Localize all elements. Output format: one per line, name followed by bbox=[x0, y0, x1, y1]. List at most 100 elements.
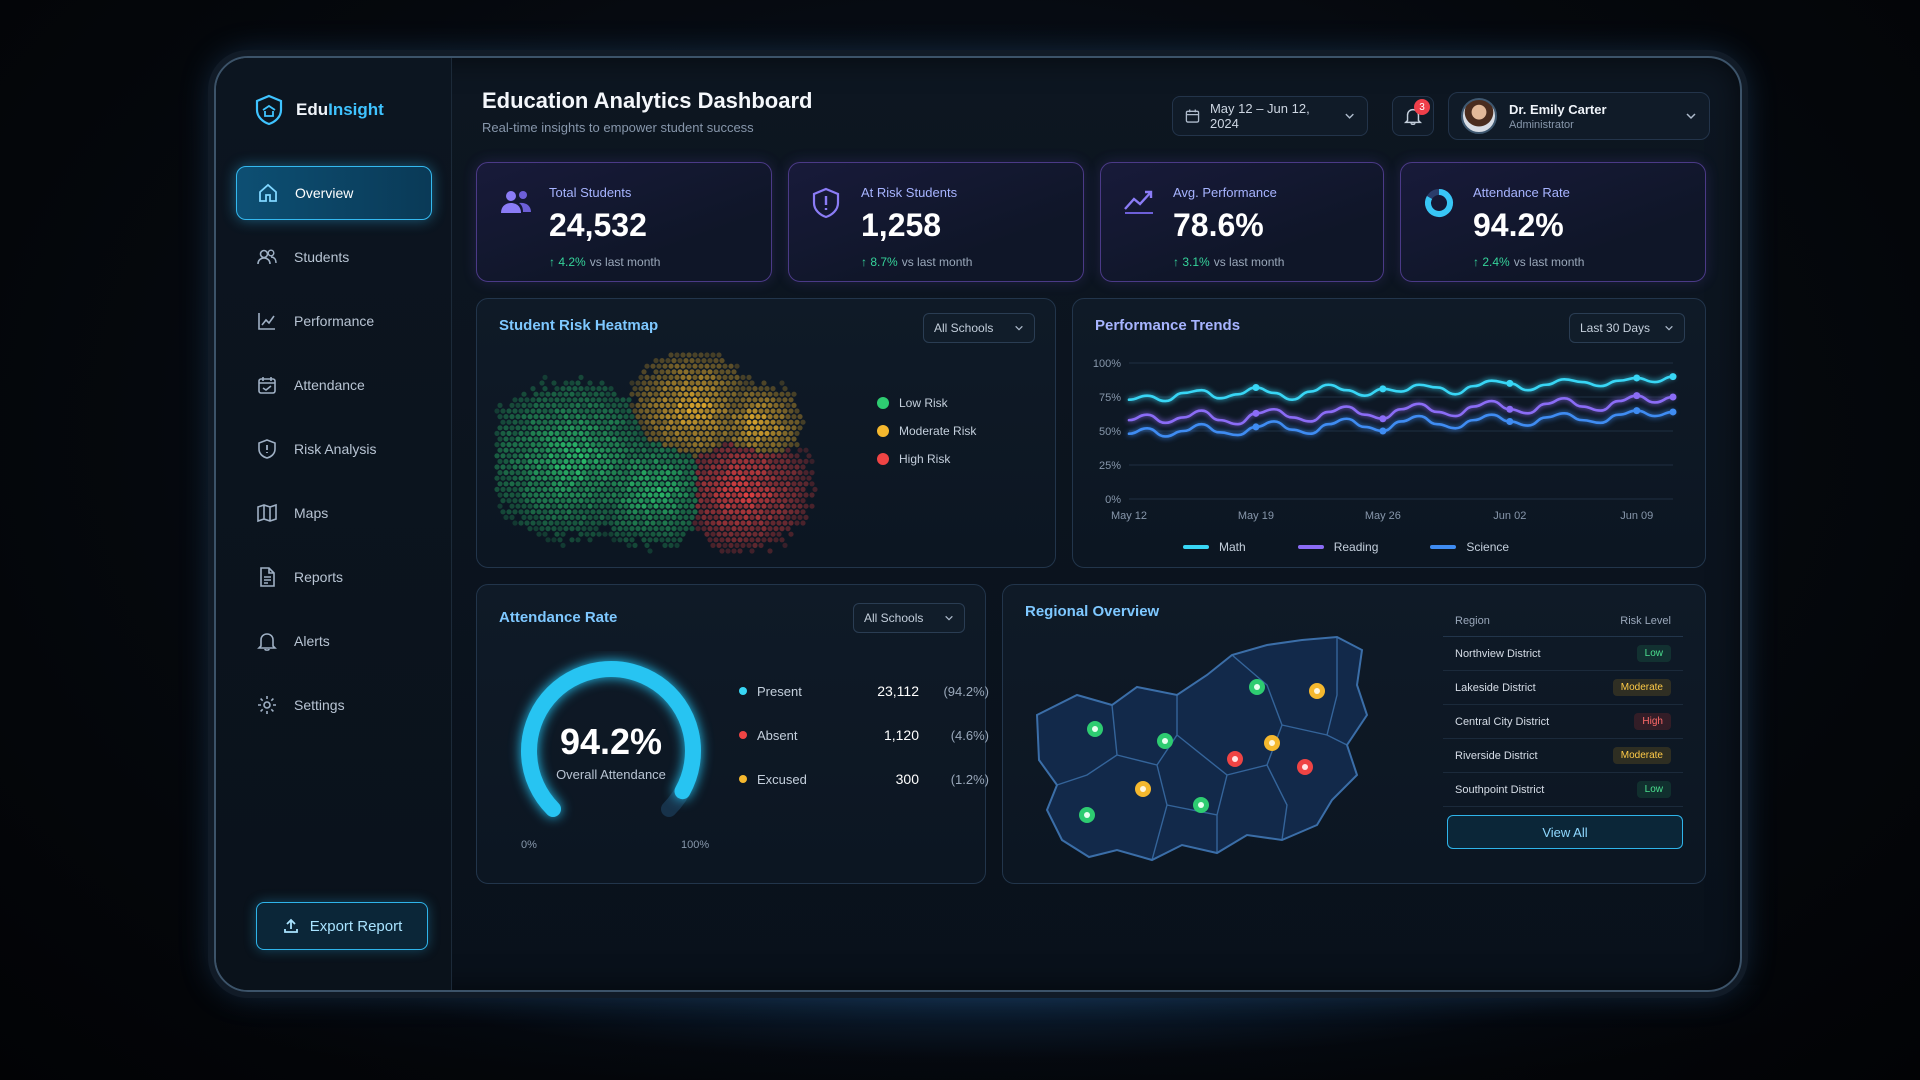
heatmap-cell bbox=[605, 458, 611, 464]
heatmap-cell bbox=[749, 380, 755, 386]
map-marker-moderate[interactable] bbox=[1264, 735, 1280, 751]
heatmap-cell bbox=[761, 526, 767, 532]
table-row[interactable]: Northview District Low bbox=[1443, 637, 1683, 671]
heatmap-cell bbox=[713, 526, 719, 532]
heatmap-cell bbox=[749, 537, 755, 543]
heatmap-cell bbox=[608, 453, 614, 459]
heatmap-cell bbox=[701, 447, 707, 453]
heatmap-cell bbox=[800, 486, 806, 492]
view-all-button[interactable]: View All bbox=[1447, 815, 1683, 849]
notifications-button[interactable]: 3 bbox=[1392, 96, 1434, 136]
date-range-picker[interactable]: May 12 – Jun 12, 2024 bbox=[1172, 96, 1368, 136]
school-filter-dropdown[interactable]: All Schools bbox=[923, 313, 1035, 343]
heatmap-cell bbox=[680, 486, 686, 492]
kpi-value: 1,258 bbox=[861, 207, 942, 243]
heatmap-cell bbox=[656, 430, 662, 436]
heatmap-cell bbox=[557, 492, 563, 498]
export-report-button[interactable]: Export Report bbox=[256, 902, 428, 950]
kpi-delta: ↑ 8.7% vs last month bbox=[861, 255, 973, 269]
map-marker-low[interactable] bbox=[1193, 797, 1209, 813]
heatmap-cell bbox=[539, 458, 545, 464]
heatmap-cell bbox=[575, 436, 581, 442]
attendance-school-filter[interactable]: All Schools bbox=[853, 603, 965, 633]
heatmap-cell bbox=[794, 408, 800, 414]
heatmap-cell bbox=[734, 363, 740, 369]
heatmap-cell bbox=[791, 481, 797, 487]
heatmap-cell bbox=[701, 436, 707, 442]
map-marker-low[interactable] bbox=[1087, 721, 1103, 737]
heatmap-cell bbox=[509, 470, 515, 476]
heatmap-cell bbox=[533, 481, 539, 487]
heatmap-cell bbox=[626, 486, 632, 492]
map-marker-low[interactable] bbox=[1079, 807, 1095, 823]
heatmap-cell bbox=[614, 498, 620, 504]
table-row[interactable]: Central City District High bbox=[1443, 705, 1683, 739]
heatmap-cell bbox=[647, 537, 653, 543]
heatmap-cell bbox=[566, 408, 572, 414]
heatmap-cell bbox=[545, 503, 551, 509]
region-table: Region Risk Level Northview District Low L… bbox=[1443, 605, 1683, 807]
heatmap-cell bbox=[608, 475, 614, 481]
table-row[interactable]: Riverside District Moderate bbox=[1443, 739, 1683, 773]
heatmap-cell bbox=[662, 386, 668, 392]
heatmap-cell bbox=[527, 425, 533, 431]
heatmap-cell bbox=[611, 537, 617, 543]
heatmap-cell bbox=[605, 447, 611, 453]
heatmap-cell bbox=[740, 442, 746, 448]
heatmap-cell bbox=[539, 414, 545, 420]
heatmap-cell bbox=[638, 464, 644, 470]
heatmap-cell bbox=[743, 514, 749, 520]
y-tick-label: 50% bbox=[1099, 426, 1121, 438]
heatmap-cell bbox=[692, 520, 698, 526]
heatmap-cell bbox=[608, 498, 614, 504]
heatmap-cell bbox=[521, 391, 527, 397]
trends-title: Performance Trends bbox=[1095, 317, 1241, 334]
heatmap-cell bbox=[722, 419, 728, 425]
heatmap-cell bbox=[698, 374, 704, 380]
sidebar-item-reports[interactable]: Reports bbox=[236, 550, 432, 604]
table-row[interactable]: Southpoint District Low bbox=[1443, 773, 1683, 807]
heatmap-cell bbox=[533, 514, 539, 520]
heatmap-cell bbox=[779, 425, 785, 431]
heatmap-cell bbox=[782, 419, 788, 425]
map-marker-moderate[interactable] bbox=[1135, 781, 1151, 797]
heatmap-cell bbox=[713, 458, 719, 464]
export-report-label: Export Report bbox=[309, 917, 403, 935]
heatmap-cell bbox=[659, 358, 665, 364]
table-row[interactable]: Lakeside District Moderate bbox=[1443, 671, 1683, 705]
heatmap-cell bbox=[737, 481, 743, 487]
heatmap-cell bbox=[803, 514, 809, 520]
heatmap-cell bbox=[560, 531, 566, 537]
heatmap-cell bbox=[740, 542, 746, 548]
heatmap-cell bbox=[656, 475, 662, 481]
period-filter-dropdown[interactable]: Last 30 Days bbox=[1569, 313, 1685, 343]
heatmap-cell bbox=[584, 453, 590, 459]
heatmap-cell bbox=[578, 498, 584, 504]
sidebar-item-attendance[interactable]: Attendance bbox=[236, 358, 432, 412]
heatmap-cell bbox=[671, 503, 677, 509]
heatmap-cell bbox=[659, 470, 665, 476]
heatmap-cell bbox=[614, 464, 620, 470]
map-marker-low[interactable] bbox=[1249, 679, 1265, 695]
sidebar-item-alerts[interactable]: Alerts bbox=[236, 614, 432, 668]
heatmap-cell bbox=[551, 380, 557, 386]
heatmap-cell bbox=[680, 430, 686, 436]
heatmap-cell bbox=[521, 414, 527, 420]
user-menu[interactable]: Dr. Emily Carter Administrator bbox=[1448, 92, 1710, 140]
heatmap-cell bbox=[563, 402, 569, 408]
heatmap-cell bbox=[518, 453, 524, 459]
heatmap-cell bbox=[728, 475, 734, 481]
heatmap-cell bbox=[788, 397, 794, 403]
map-marker-high[interactable] bbox=[1297, 759, 1313, 775]
sidebar-item-performance[interactable]: Performance bbox=[236, 294, 432, 348]
sidebar-item-students[interactable]: Students bbox=[236, 230, 432, 284]
sidebar-item-maps[interactable]: Maps bbox=[236, 486, 432, 540]
heatmap-cell bbox=[776, 531, 782, 537]
map-marker-low[interactable] bbox=[1157, 733, 1173, 749]
map-marker-moderate[interactable] bbox=[1309, 683, 1325, 699]
map-marker-high[interactable] bbox=[1227, 751, 1243, 767]
sidebar-item-overview[interactable]: Overview bbox=[236, 166, 432, 220]
sidebar-item-risk-analysis[interactable]: Risk Analysis bbox=[236, 422, 432, 476]
heatmap-cell bbox=[659, 436, 665, 442]
sidebar-item-settings[interactable]: Settings bbox=[236, 678, 432, 732]
